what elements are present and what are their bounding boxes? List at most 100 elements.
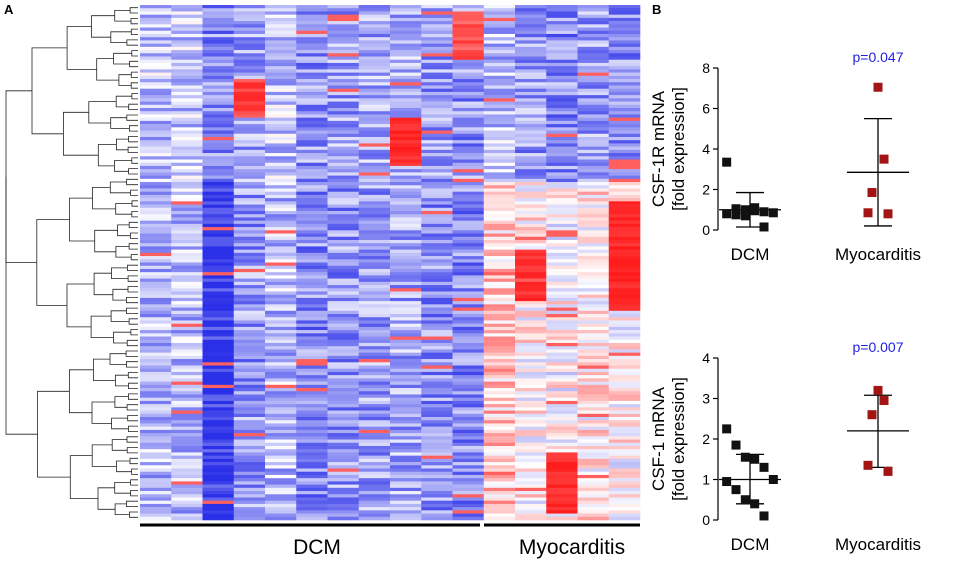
heatmap-cell <box>608 365 641 370</box>
heatmap-cell <box>390 227 422 231</box>
heatmap-cell <box>515 130 547 135</box>
heatmap-cell <box>608 146 641 151</box>
heatmap-cell <box>608 278 641 283</box>
csf1r-y-tick-label: 6 <box>702 101 710 117</box>
heatmap-cell <box>390 117 422 122</box>
heatmap-cell <box>233 355 266 360</box>
heatmap-cell <box>577 407 610 411</box>
heatmap-cell <box>515 37 547 41</box>
heatmap-cell <box>452 349 485 353</box>
heatmap-cell <box>577 330 610 334</box>
heatmap-cell <box>483 394 516 398</box>
heatmap-cell <box>265 272 297 276</box>
heatmap-cell <box>265 429 297 434</box>
heatmap-cell <box>483 307 516 312</box>
heatmap-cell <box>452 262 485 267</box>
heatmap-cell <box>358 124 391 128</box>
heatmap-cell <box>327 346 360 350</box>
csf1r-y-tick-label: 4 <box>702 141 710 157</box>
heatmap-cell <box>608 169 641 173</box>
heatmap-cell <box>515 433 547 437</box>
heatmap-cell <box>390 91 422 96</box>
heatmap-cell <box>202 82 235 86</box>
heatmap-cell <box>327 243 360 247</box>
heatmap-cell <box>421 214 453 218</box>
heatmap-cell <box>233 362 266 366</box>
heatmap-cell <box>515 82 547 86</box>
heatmap-cell <box>327 220 360 225</box>
heatmap-cell <box>233 407 266 411</box>
heatmap-cell <box>327 246 360 250</box>
heatmap-cell <box>202 359 235 363</box>
heatmap-cell <box>171 21 203 25</box>
heatmap-cell <box>327 268 360 273</box>
csf1-point <box>879 396 889 406</box>
heatmap-cell <box>202 455 235 460</box>
heatmap-cell <box>265 346 297 350</box>
heatmap-cell <box>202 304 235 308</box>
heatmap-cell <box>327 88 360 93</box>
heatmap-cell <box>390 198 422 202</box>
heatmap-cell <box>452 407 485 411</box>
heatmap-cell <box>483 323 516 328</box>
heatmap-cell <box>140 355 172 360</box>
heatmap-cell <box>421 156 453 160</box>
heatmap-cell <box>265 281 297 286</box>
heatmap-cell <box>577 156 610 160</box>
heatmap-cell <box>140 339 172 344</box>
heatmap-cell <box>483 214 516 218</box>
heatmap-cell <box>171 88 203 93</box>
heatmap-cell <box>577 262 610 267</box>
heatmap-cell <box>483 220 516 225</box>
heatmap-cell <box>577 478 610 482</box>
heatmap-cell <box>171 95 203 99</box>
heatmap-cell <box>452 478 485 482</box>
heatmap-cell <box>577 24 610 28</box>
heatmap-cell <box>515 326 547 331</box>
heatmap-cell <box>483 140 516 144</box>
heatmap-cell <box>358 95 391 99</box>
heatmap-cell <box>390 465 422 469</box>
heatmap-cell <box>452 239 485 244</box>
heatmap-cell <box>233 417 266 421</box>
heatmap-cell <box>483 326 516 331</box>
heatmap-cell <box>296 449 328 453</box>
heatmap-cell <box>140 503 172 508</box>
heatmap-cell <box>171 394 203 398</box>
dendrogram-branch <box>128 318 138 325</box>
heatmap-cell <box>265 246 297 250</box>
heatmap-cell <box>483 249 516 254</box>
dendrogram-branch <box>127 275 138 282</box>
heatmap-cell <box>233 404 266 408</box>
heatmap-cell <box>358 442 391 447</box>
dendrogram-branch <box>128 221 138 228</box>
heatmap-cell <box>515 21 547 25</box>
heatmap-cell <box>327 111 360 115</box>
heatmap-cell <box>171 503 203 508</box>
heatmap-cell <box>515 317 547 321</box>
heatmap-cell <box>202 217 235 221</box>
heatmap-cell <box>515 471 547 476</box>
heatmap-cell <box>358 21 391 25</box>
heatmap-cell <box>327 127 360 131</box>
heatmap-cell <box>296 420 328 424</box>
heatmap-cell <box>608 259 641 263</box>
heatmap-cell <box>421 66 453 70</box>
heatmap-cell <box>577 27 610 32</box>
heatmap-cell <box>233 146 266 151</box>
heatmap-cell <box>233 211 266 215</box>
dendrogram-branch <box>88 101 117 124</box>
dendrogram-branch <box>112 288 128 301</box>
heatmap-cell <box>546 352 578 357</box>
heatmap-cell <box>515 410 547 415</box>
heatmap-cell <box>171 452 203 456</box>
heatmap-cell <box>296 149 328 154</box>
heatmap-cell <box>546 487 578 492</box>
heatmap-cell <box>233 227 266 231</box>
heatmap-cell <box>515 223 547 228</box>
heatmap-cell <box>577 259 610 263</box>
heatmap-cell <box>390 46 422 51</box>
csf1-point <box>750 499 760 509</box>
heatmap-cell <box>327 30 360 35</box>
heatmap-cell <box>515 95 547 99</box>
